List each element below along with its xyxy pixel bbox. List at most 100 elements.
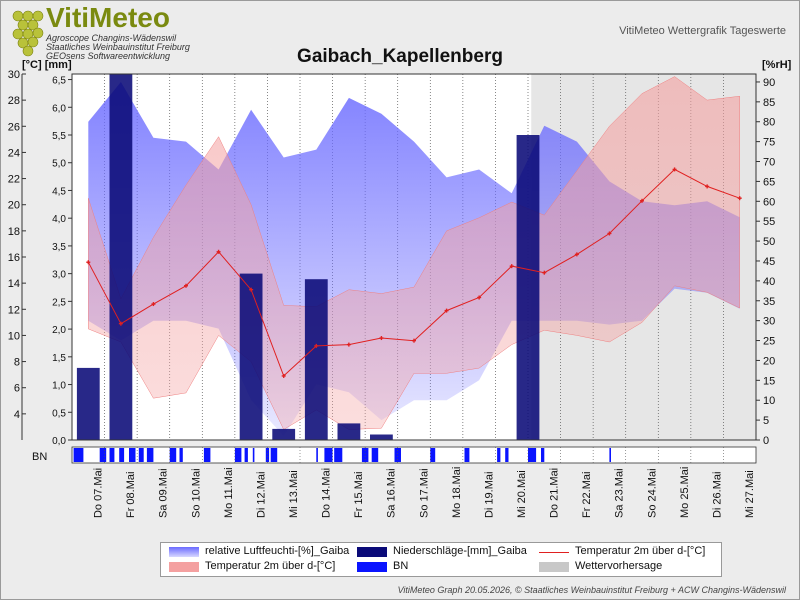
footer-credit: VitiMeteo Graph 20.05.2026, © Staatliche…	[397, 585, 786, 595]
legend-label-precip: Niederschläge-[mm]_Gaiba	[393, 545, 527, 557]
x-tick-label: Di 12.Mai	[255, 472, 267, 518]
temperature-tick-label: 10	[8, 330, 20, 342]
humidity-tick-label: 10	[763, 395, 775, 407]
bn-segment	[316, 448, 318, 462]
temperature-tick-label: 20	[8, 200, 20, 212]
right-axis-label: [%rH]	[762, 59, 792, 71]
legend-label-humidity: relative Luftfeuchti-[%]_Gaiba	[205, 545, 350, 557]
bn-segment	[244, 448, 248, 462]
chart-legend: relative Luftfeuchti-[%]_Gaiba Niederschl…	[160, 542, 722, 577]
humidity-tick-label: 75	[763, 137, 775, 149]
bn-segment	[109, 448, 115, 462]
grape-icon	[12, 10, 44, 57]
humidity-tick-label: 25	[763, 336, 775, 348]
x-tick-label: Fr 08.Mai	[125, 472, 137, 518]
precipitation-tick-label: 5,5	[52, 131, 66, 142]
precipitation-bar	[516, 135, 540, 440]
precipitation-tick-label: 2,5	[52, 297, 66, 308]
temperature-tick-label: 8	[14, 357, 20, 369]
x-tick-label: Sa 09.Mai	[158, 468, 170, 518]
legend-label-temp_line: Temperatur 2m über d-[°C]	[575, 545, 706, 557]
x-tick-label: Do 21.Mai	[549, 468, 561, 518]
logo-line-2: Staatliches Weinbauinstitut Freiburg	[46, 42, 190, 52]
vitimeteo-logo: VitiMeteo Agroscope Changins-Wädenswil S…	[6, 2, 196, 61]
chart-title: Gaibach_Kapellenberg	[297, 46, 503, 67]
x-tick-label: Mi 27.Mai	[744, 470, 756, 518]
humidity-tick-label: 80	[763, 117, 775, 129]
temperature-tick-label: 6	[14, 383, 20, 395]
temperature-tick-label: 18	[8, 226, 20, 238]
bn-segment	[528, 448, 537, 462]
logo-line-3: GEOsens Softwareentwicklung	[46, 51, 171, 61]
humidity-tick-label: 65	[763, 176, 775, 188]
humidity-tick-label: 90	[763, 77, 775, 89]
bn-segment	[119, 448, 125, 462]
humidity-tick-label: 5	[763, 415, 769, 427]
bn-segment	[334, 448, 343, 462]
precipitation-tick-label: 0,0	[52, 436, 66, 447]
x-tick-label: Sa 16.Mai	[386, 468, 398, 518]
x-tick-label: Do 07.Mai	[93, 468, 105, 518]
legend-swatch-humidity	[169, 547, 199, 557]
bn-segment	[252, 448, 255, 462]
x-tick-label: Di 26.Mai	[711, 472, 723, 518]
precipitation-tick-label: 1,5	[52, 353, 66, 364]
legend-label-bn: BN	[393, 560, 409, 572]
humidity-tick-label: 50	[763, 236, 775, 248]
humidity-tick-label: 70	[763, 157, 775, 169]
x-tick-label: Sa 23.Mai	[614, 468, 626, 518]
humidity-tick-label: 60	[763, 196, 775, 208]
temperature-tick-label: 24	[8, 147, 20, 159]
bn-segment	[146, 448, 154, 462]
humidity-tick-label: 20	[763, 355, 775, 367]
weather-chart: 4 6 8 10 12 14 16 18 20 22 24 26 28 30 0,0 0,5 1,0 1,5 2,0…	[8, 59, 792, 518]
bn-segment	[324, 448, 333, 462]
x-tick-label: Mo 11.Mai	[223, 467, 235, 518]
bn-segment	[129, 448, 136, 462]
bn-segment	[371, 448, 379, 462]
humidity-tick-label: 85	[763, 97, 775, 109]
x-tick-label: Fr 22.Mai	[581, 472, 593, 518]
humidity-tick-label: 35	[763, 296, 775, 308]
bn-segment	[497, 448, 501, 462]
temperature-tick-label: 28	[8, 95, 20, 107]
humidity-tick-label: 55	[763, 216, 775, 228]
precipitation-tick-label: 3,0	[52, 270, 66, 281]
bn-segment	[361, 448, 369, 462]
bn-strip	[71, 446, 757, 464]
bn-label: BN	[32, 451, 47, 463]
bn-segment	[464, 448, 470, 462]
precipitation-tick-label: 3,5	[52, 242, 66, 253]
precipitation-bar	[109, 74, 133, 440]
bn-segment	[430, 448, 436, 462]
legend-label-temp_band: Temperatur 2m über d-[°C]	[205, 560, 336, 572]
x-tick-label: So 24.Mai	[646, 468, 658, 518]
precipitation-tick-label: 0,5	[52, 408, 66, 419]
precipitation-bar	[304, 279, 328, 440]
temperature-tick-label: 30	[8, 69, 20, 81]
precipitation-tick-label: 5,0	[52, 159, 66, 170]
precipitation-tick-label: 6,5	[52, 76, 66, 87]
x-tick-label: So 17.Mai	[418, 468, 430, 518]
precipitation-tick-label: 1,0	[52, 381, 66, 392]
humidity-tick-label: 15	[763, 375, 775, 387]
legend-label-forecast: Wettervorhersage	[575, 560, 663, 572]
x-tick-label: Mi 13.Mai	[288, 470, 300, 518]
bn-segment	[169, 448, 177, 462]
temperature-tick-label: 12	[8, 304, 20, 316]
precipitation-bar	[76, 367, 100, 440]
humidity-tick-label: 30	[763, 316, 775, 328]
temperature-tick-label: 22	[8, 174, 20, 186]
legend-swatch-precip	[357, 547, 387, 557]
humidity-tick-label: 45	[763, 256, 775, 268]
x-tick-label: Di 19.Mai	[483, 472, 495, 518]
x-tick-label: Mi 20.Mai	[516, 470, 528, 518]
bn-segment	[541, 448, 545, 462]
x-tick-label: Mo 25.Mai	[679, 467, 691, 518]
legend-swatch-temp_line	[539, 552, 569, 553]
logo-line-1: Agroscope Changins-Wädenswil	[46, 33, 177, 43]
precipitation-bar	[337, 423, 361, 440]
bn-segment	[203, 448, 211, 462]
bn-segment	[265, 448, 270, 462]
bn-segment	[505, 448, 509, 462]
